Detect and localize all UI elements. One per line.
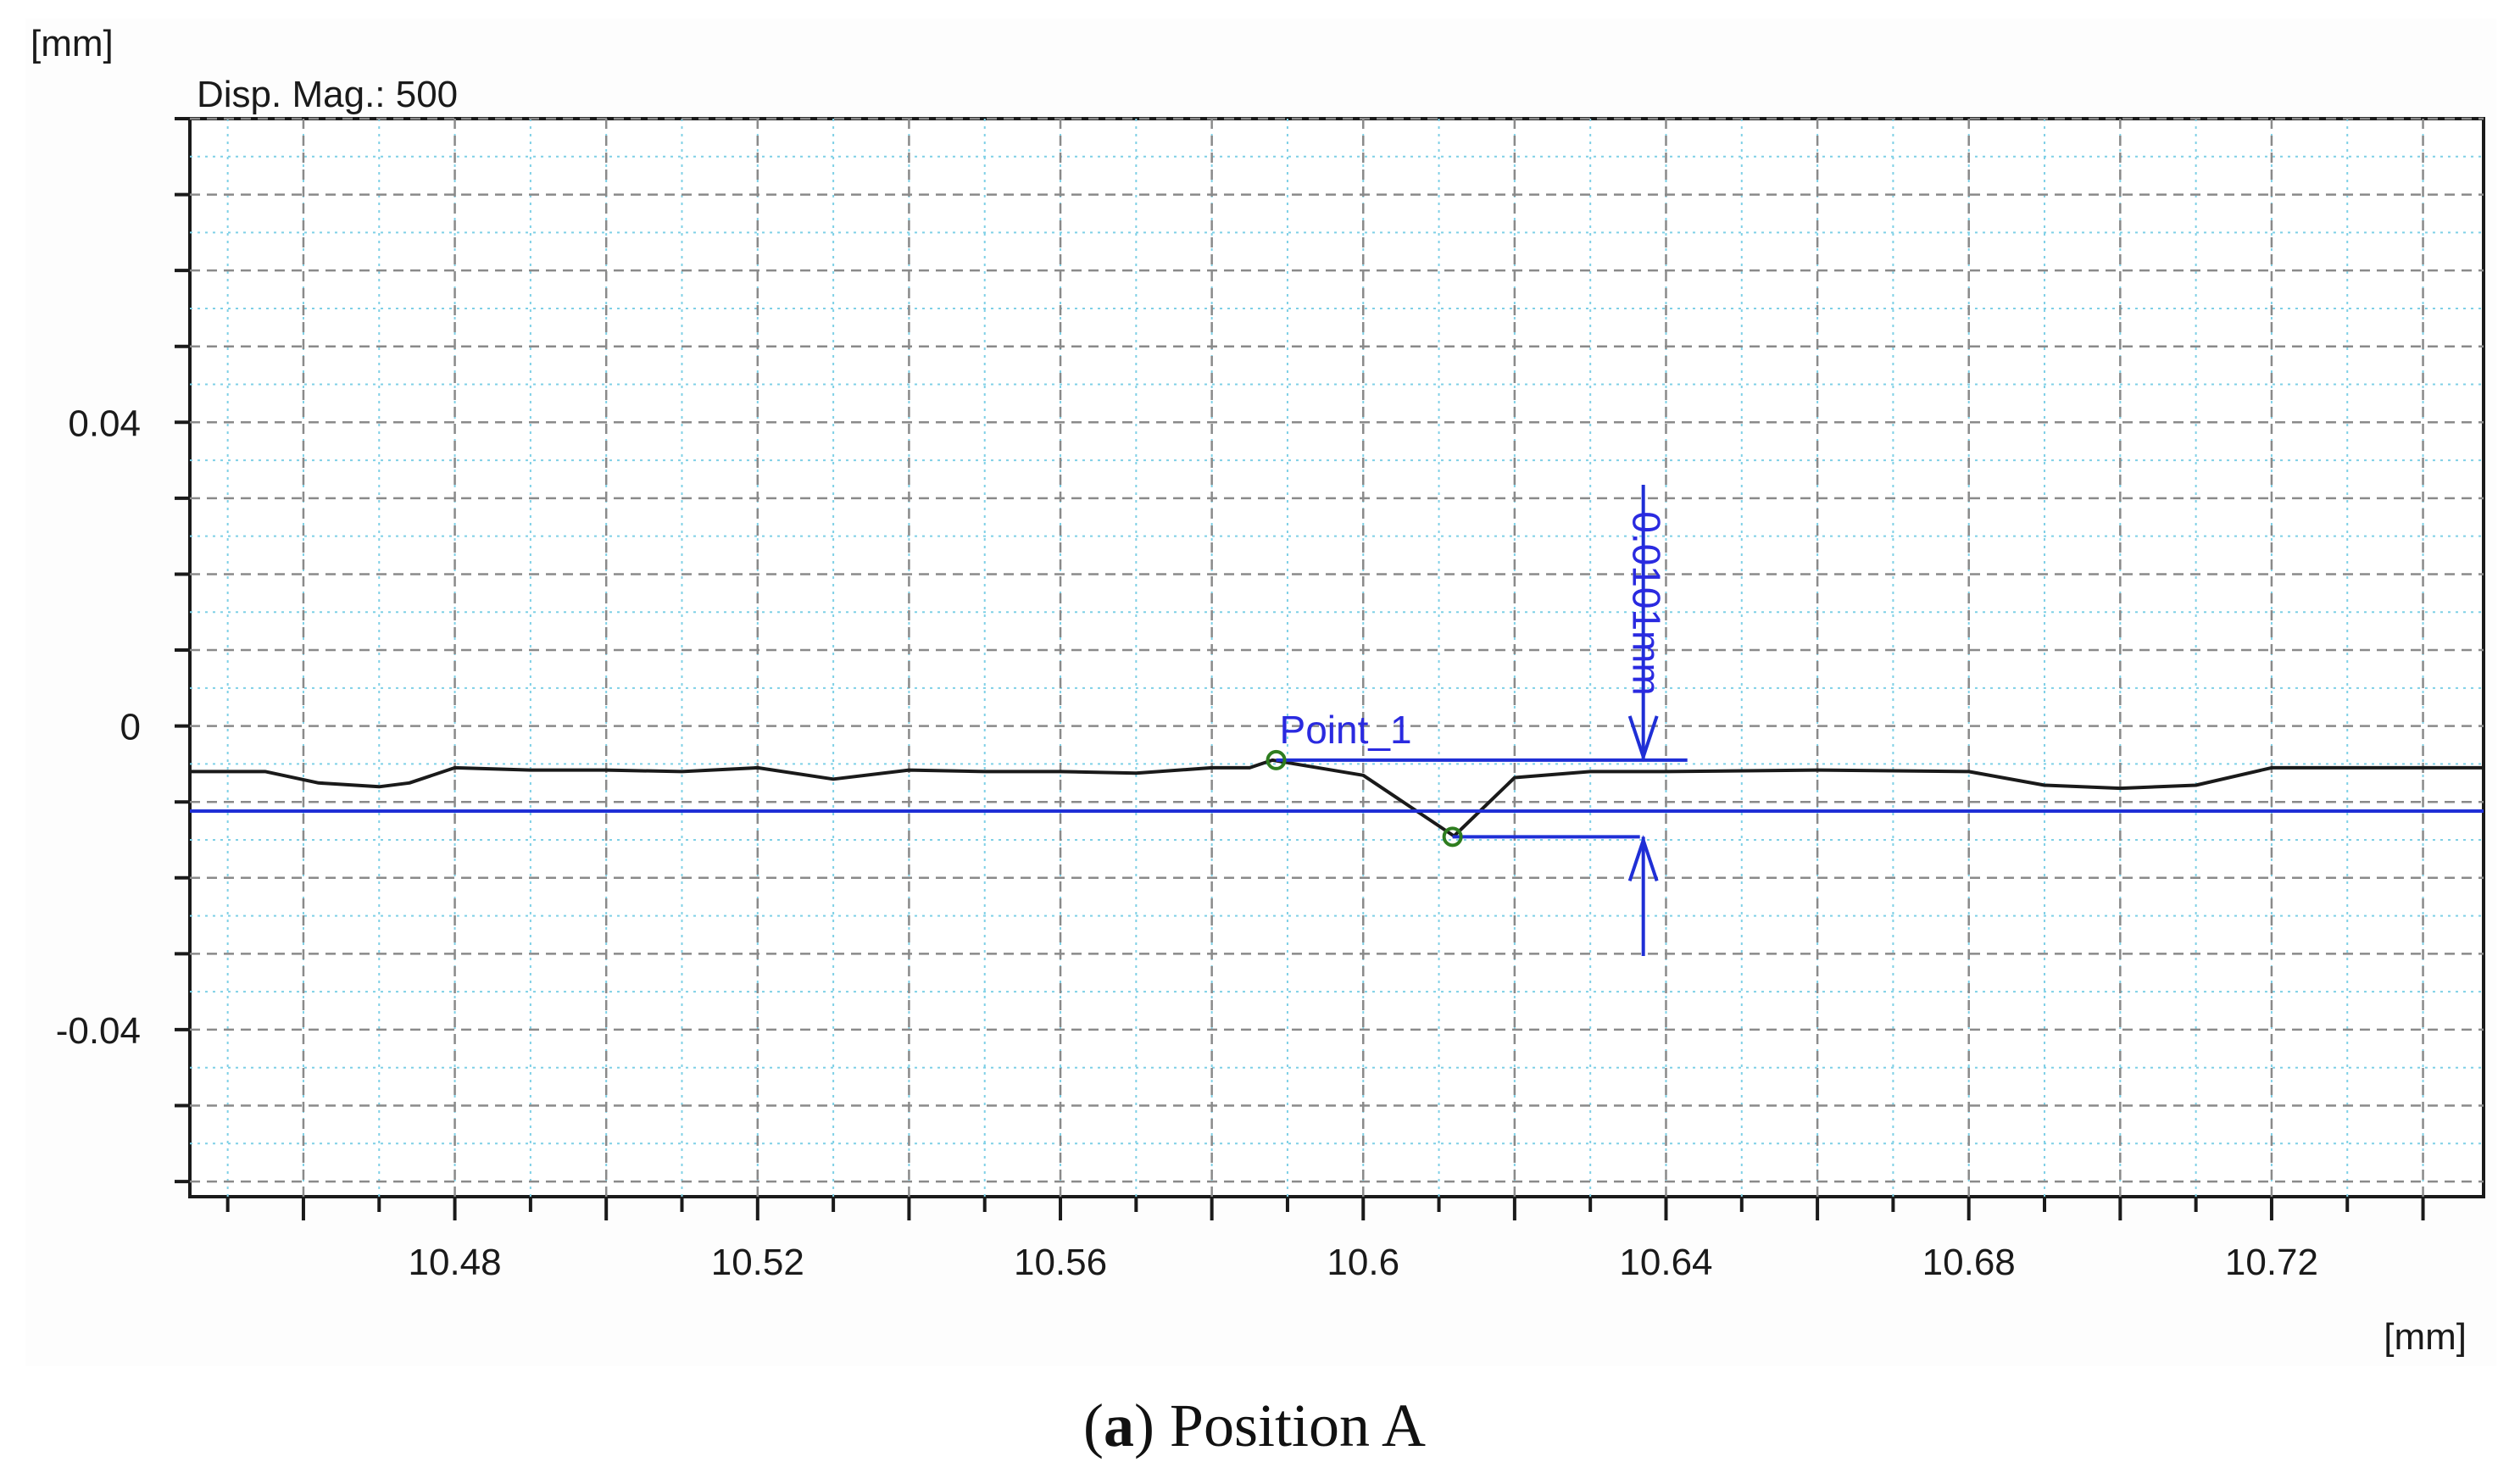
x-tick-label: 10.68: [1922, 1242, 2016, 1283]
plot-area: [188, 117, 2485, 1198]
point-label: Point_1: [1280, 708, 1412, 752]
caption-text: ) Position A: [1134, 1392, 1426, 1459]
profile-series-line: [190, 758, 2484, 838]
dimension-arrow-up: [1627, 835, 1659, 882]
x-tick-label: 10.64: [1619, 1242, 1712, 1283]
x-tick-label: 10.48: [409, 1242, 502, 1283]
x-tick-label: 10.72: [2225, 1242, 2318, 1283]
major-grid: [190, 117, 2484, 1197]
measurement-layer: 0.0101mm Point_1: [1266, 485, 1688, 956]
measurement-point-marker: [1442, 826, 1463, 848]
x-tick-label: 10.52: [711, 1242, 804, 1283]
caption-prefix: (: [1083, 1392, 1104, 1459]
series-layer: [190, 758, 2484, 838]
dimension-arrow-down: [1627, 715, 1659, 763]
x-tick-label: 10.56: [1014, 1242, 1107, 1283]
x-unit-label: [mm]: [2384, 1316, 2467, 1358]
y-tick-label: 0: [120, 707, 141, 748]
caption-letter: a: [1104, 1392, 1134, 1459]
x-tick-label: 10.6: [1327, 1242, 1399, 1283]
axis-tick-labels: 10.48 10.52 10.56 10.6 10.64 10.68 10.72 0.04 0 -…: [56, 403, 2318, 1283]
y-tick-label: 0.04: [68, 403, 141, 444]
display-magnification: Disp. Mag.: 500: [197, 74, 458, 115]
dimension-value-label: 0.0101mm: [1625, 511, 1669, 695]
minor-grid: [190, 119, 2484, 1197]
axis-ticks: [175, 117, 2425, 1220]
measurement-point-marker: [1266, 749, 1287, 770]
y-tick-label: -0.04: [56, 1010, 141, 1052]
y-unit-label: [mm]: [31, 23, 114, 64]
figure-caption: (a) Position A: [1083, 1392, 1426, 1459]
